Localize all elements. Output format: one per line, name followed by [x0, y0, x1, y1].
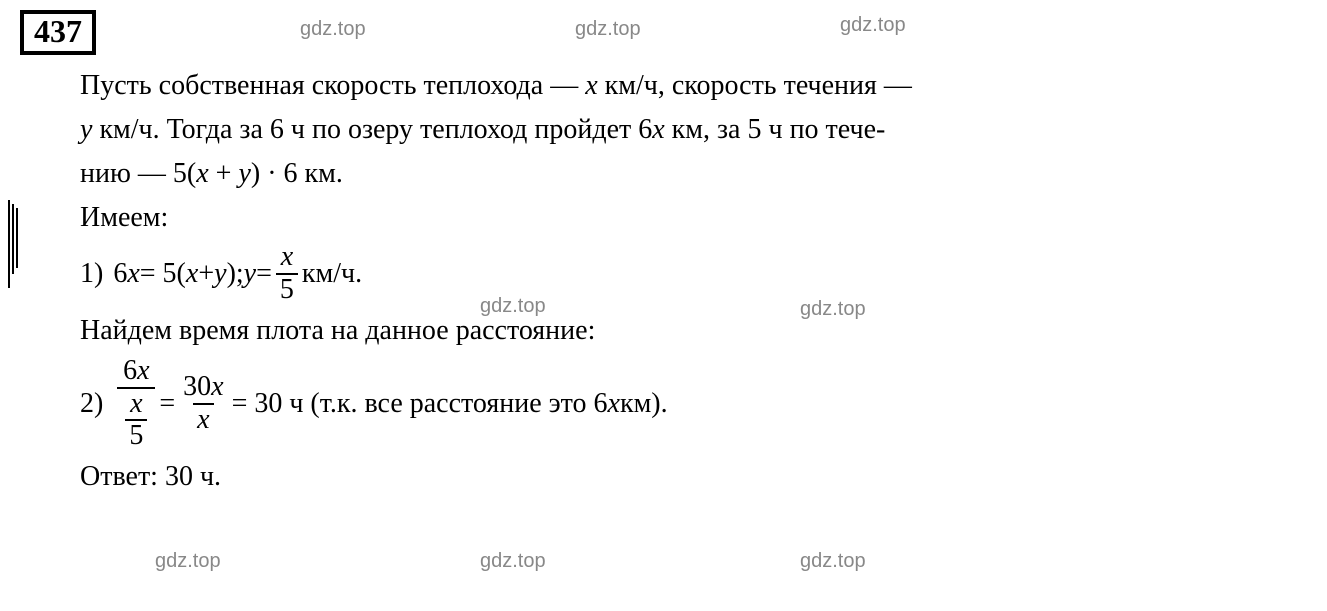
eq2-label: 2) — [80, 385, 103, 423]
watermark: gdz.top — [480, 550, 546, 573]
eq1-part: + — [198, 255, 214, 293]
equation-2: 2) 6x x 5 = 30x x = 30 ч (т. — [80, 356, 1277, 452]
text-run: ) · 6 км. — [251, 158, 343, 189]
page-root: 437 Пусть собственная скорость теплохода… — [0, 0, 1327, 611]
paragraph-2: y км/ч. Тогда за 6 ч по озеру теплоход п… — [80, 111, 1277, 149]
var-x: x — [137, 355, 149, 386]
frac-top: x — [126, 389, 146, 420]
watermark: gdz.top — [800, 550, 866, 573]
var-y: y — [80, 114, 92, 145]
eq1-label: 1) — [80, 255, 103, 293]
solution-body: Пусть собственная скорость теплохода — x… — [80, 67, 1277, 496]
watermark: gdz.top — [300, 18, 366, 41]
frac-bot: 5 — [276, 273, 298, 306]
eq-text: = — [159, 385, 175, 423]
answer-line: Ответ: 30 ч. — [80, 458, 1277, 496]
fraction-x-over-5: x 5 — [276, 242, 298, 306]
frac-bot: 5 — [125, 419, 147, 452]
watermark: gdz.top — [840, 14, 906, 37]
paragraph-3: нию — 5(x + y) · 6 км. — [80, 155, 1277, 193]
eq1-part: 6 — [113, 255, 127, 293]
paragraph-4: Имеем: — [80, 199, 1277, 237]
var-x: x — [608, 385, 620, 423]
watermark: gdz.top — [575, 18, 641, 41]
eq2-tail2: км). — [620, 385, 668, 423]
eq1-part: ); — [227, 255, 244, 293]
binding-marks — [6, 200, 16, 290]
frac-top: 30x — [179, 372, 227, 403]
frac-top: x — [277, 242, 297, 273]
eq1-units: км/ч. — [302, 255, 362, 293]
eq2-tail: = 30 ч (т.к. все расстояние это 6 — [232, 385, 608, 423]
text-run: 6 — [123, 355, 137, 386]
text-run: км, за 5 ч по тече- — [665, 114, 886, 145]
frac-bot: x 5 — [117, 387, 155, 453]
var-x: x — [127, 255, 139, 293]
var-x: x — [585, 70, 597, 101]
problem-number-box: 437 — [20, 10, 96, 55]
fraction-30x-over-x: 30x x — [179, 372, 227, 436]
frac-top: 6x — [119, 356, 153, 387]
eq1-part: = — [256, 255, 272, 293]
text-run: Пусть собственная скорость теплохода — — [80, 70, 585, 101]
paragraph-5: Найдем время плота на данное расстояние: — [80, 312, 1277, 350]
frac-bot: x — [193, 403, 213, 436]
equation-1: 1) 6x = 5(x + y); y = x 5 км/ч. — [80, 242, 1277, 306]
nested-fraction-x-over-5: x 5 — [125, 389, 147, 453]
paragraph-1: Пусть собственная скорость теплохода — x… — [80, 67, 1277, 105]
var-x: x — [196, 158, 208, 189]
eq1-part: = 5( — [140, 255, 186, 293]
var-y: y — [238, 158, 250, 189]
var-x: x — [652, 114, 664, 145]
var-y: y — [214, 255, 226, 293]
text-run: км/ч, скорость течения — — [598, 70, 912, 101]
var-y: y — [244, 255, 256, 293]
watermark: gdz.top — [155, 550, 221, 573]
text-run: + — [209, 158, 239, 189]
text-run: км/ч. Тогда за 6 ч по озеру теплоход про… — [92, 114, 652, 145]
text-run: нию — 5( — [80, 158, 196, 189]
var-x: x — [211, 371, 223, 402]
var-x: x — [186, 255, 198, 293]
fraction-6x-over-x5: 6x x 5 — [117, 356, 155, 452]
text-run: 30 — [183, 371, 211, 402]
